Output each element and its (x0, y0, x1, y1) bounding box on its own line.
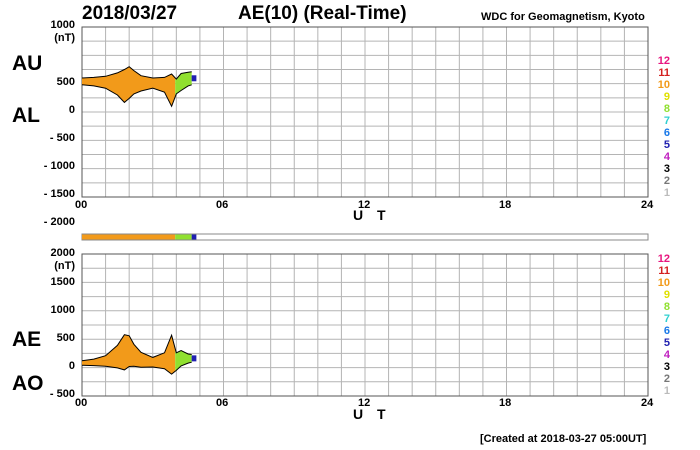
bottom-ytick-label: 1000 (50, 304, 75, 316)
legend-item-7: 7 (663, 313, 670, 325)
legend-item-12: 12 (657, 253, 670, 265)
bottom-xtick-label: 12 (358, 397, 371, 409)
legend-item-8: 8 (663, 301, 670, 313)
bottom-xtick-label: 06 (216, 397, 229, 409)
bottom-xtick-label: 24 (641, 397, 654, 409)
activity-strip-segment (82, 234, 176, 240)
chart-source: WDC for Geomagnetism, Kyoto (481, 11, 645, 23)
legend-item-9: 9 (663, 91, 670, 103)
activity-strip-segment (175, 234, 192, 240)
activity-strip-segment (191, 234, 197, 240)
legend-item-12: 12 (657, 55, 670, 67)
top-ytick-label: 1000 (50, 19, 75, 31)
top-ytick-label: - 2000 (43, 216, 75, 228)
legend-item-4: 4 (663, 151, 670, 163)
legend-item-7: 7 (663, 115, 670, 127)
legend-item-11: 11 (658, 265, 670, 277)
bottom-ytick-label: 2000 (50, 247, 75, 259)
legend-item-3: 3 (663, 361, 670, 373)
top-series-al (81, 84, 192, 108)
bottom-y-unit: (nT) (54, 260, 75, 272)
top-xtick-label: 00 (75, 199, 88, 211)
bottom-ytick-label: - 500 (49, 388, 75, 400)
au-label: AU (12, 52, 43, 75)
al-label: AL (12, 104, 40, 127)
legend-item-9: 9 (663, 289, 670, 301)
legend-item-3: 3 (663, 163, 670, 175)
bottom-ytick-label: 500 (56, 332, 75, 344)
bottom-xtick-label: 18 (499, 397, 512, 409)
legend-item-6: 6 (663, 127, 670, 139)
legend-item-2: 2 (663, 175, 670, 187)
top-area-segment (175, 71, 192, 97)
legend-item-10: 10 (657, 277, 670, 289)
top-xtick-label: 12 (358, 199, 371, 211)
top-ytick-label: 0 (68, 104, 75, 116)
created-timestamp: [Created at 2018-03-27 05:00UT] (480, 433, 647, 445)
top-ytick-label: - 1000 (43, 160, 75, 172)
bottom-x-axis-label: U T (353, 406, 391, 422)
top-x-axis-label: U T (353, 207, 391, 223)
bottom-series-ae (81, 333, 192, 362)
top-ytick-label: - 1500 (43, 188, 75, 200)
bottom-plot-frame (81, 253, 649, 397)
bottom-area-segment (191, 355, 197, 362)
chart-date: 2018/03/27 (82, 3, 178, 24)
chart-title: AE(10) (Real-Time) (238, 3, 407, 24)
legend-item-6: 6 (663, 325, 670, 337)
legend-item-1: 1 (663, 187, 670, 199)
top-xtick-label: 18 (499, 199, 512, 211)
ae-label: AE (12, 328, 42, 351)
bottom-series-ao (81, 361, 192, 375)
bottom-ytick-label: 1500 (50, 276, 75, 288)
legend-item-10: 10 (657, 79, 670, 91)
top-ytick-label: 500 (56, 76, 75, 88)
top-xtick-label: 06 (216, 199, 229, 211)
legend-item-11: 11 (658, 67, 670, 79)
top-y-unit: (nT) (54, 32, 75, 44)
legend-item-5: 5 (663, 139, 670, 151)
legend-item-8: 8 (663, 103, 670, 115)
bottom-xtick-label: 00 (75, 397, 88, 409)
top-series-au (81, 66, 192, 80)
bottom-area-segment (82, 334, 176, 375)
legend-item-1: 1 (663, 385, 670, 397)
legend-item-2: 2 (663, 373, 670, 385)
legend-item-5: 5 (663, 337, 670, 349)
ao-label: AO (12, 372, 44, 395)
bottom-ytick-label: 0 (68, 360, 75, 372)
legend-item-4: 4 (663, 349, 670, 361)
top-plot-frame (81, 26, 649, 198)
top-area-segment (191, 75, 197, 82)
top-xtick-label: 24 (641, 199, 654, 211)
top-ytick-label: - 500 (49, 132, 75, 144)
